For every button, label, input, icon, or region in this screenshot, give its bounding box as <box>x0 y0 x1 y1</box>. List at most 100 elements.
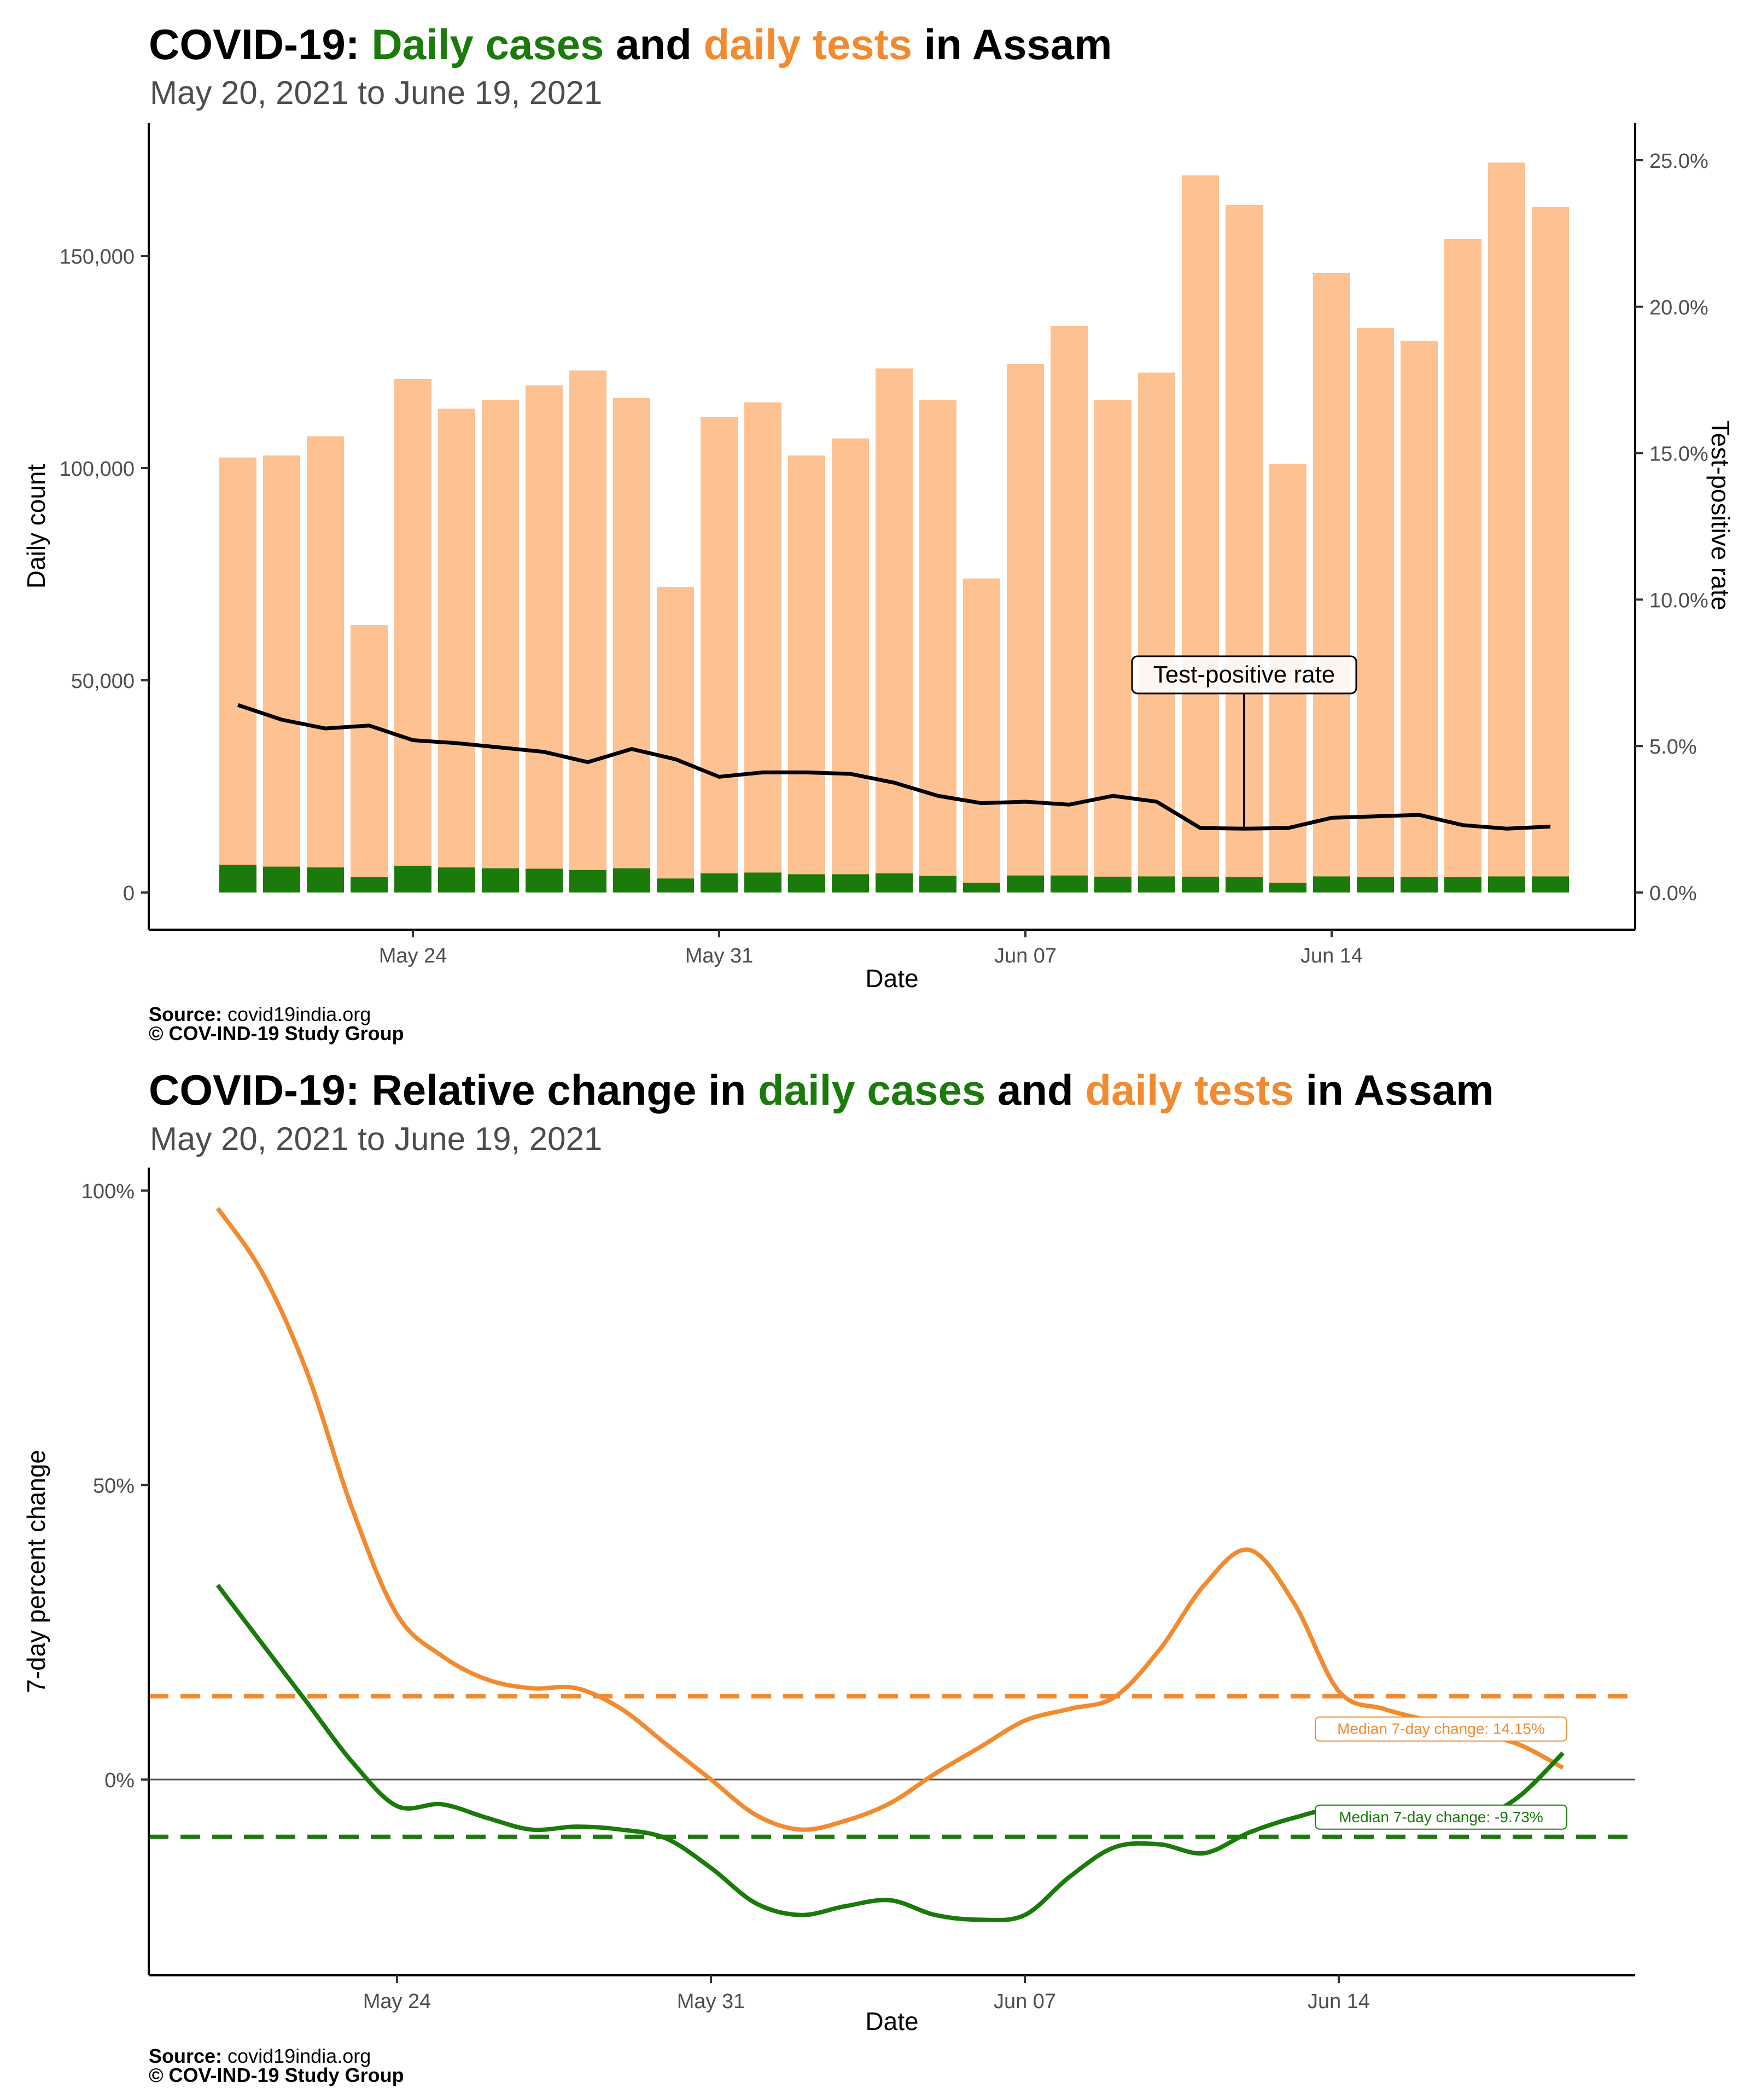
cases-bar <box>744 872 781 892</box>
cases-bar <box>351 877 388 892</box>
cases-bar <box>219 865 256 892</box>
cases-bar <box>438 867 475 892</box>
cases-bar <box>876 873 913 892</box>
cases-bar <box>832 874 869 892</box>
cases-change-line <box>215 1584 1565 1923</box>
chart1-copyright: © COV-IND-19 Study Group <box>149 1022 404 1045</box>
cases-bar <box>1532 876 1569 892</box>
cases-bar <box>1182 877 1219 892</box>
cases-bar <box>1051 875 1088 892</box>
tests-bar <box>1138 372 1175 892</box>
y-tick-label: 150,000 <box>60 246 135 269</box>
y2-axis-title: Test-positive rate <box>1706 421 1735 611</box>
tests-bar <box>788 455 825 892</box>
x-tick-label: Jun 07 <box>994 1990 1056 2013</box>
x-tick-label: Jun 14 <box>1308 1990 1370 2013</box>
cases-median-label: Median 7-day change: -9.73% <box>1339 1809 1543 1825</box>
chart2-source: Source: covid19india.org <box>149 2045 371 2067</box>
x-tick-label: May 24 <box>363 1990 431 2013</box>
tests-bar <box>263 455 300 892</box>
x-tick-label: Jun 14 <box>1300 944 1363 967</box>
x-axis-title: Date <box>865 964 918 993</box>
cases-bar <box>1313 876 1350 892</box>
tests-bar <box>1401 341 1438 892</box>
y-tick-label: 100% <box>81 1180 135 1203</box>
tests-bar <box>307 436 344 892</box>
cases-bar <box>1226 877 1263 892</box>
tests-bar <box>569 370 606 892</box>
chart1-title: COVID-19: Daily cases and daily tests in… <box>149 20 1112 68</box>
cases-bar <box>482 868 519 892</box>
tests-bar <box>701 417 738 892</box>
tests-bar <box>1313 273 1350 892</box>
tests-median-label: Median 7-day change: 14.15% <box>1337 1720 1545 1737</box>
tests-bar <box>526 385 563 892</box>
tests-bar <box>876 368 913 892</box>
cases-bar <box>657 878 694 892</box>
y-axis-title: 7-day percent change <box>22 1450 50 1693</box>
tests-bar <box>1488 162 1525 892</box>
y-axis-title: Daily count <box>22 464 50 589</box>
cases-bar <box>1488 876 1525 892</box>
y2-tick-label: 0.0% <box>1649 882 1697 905</box>
cases-bar <box>263 866 300 892</box>
chart1-source: Source: covid19india.org <box>149 1003 371 1025</box>
cases-bar <box>1007 875 1044 892</box>
tests-bar <box>1094 400 1131 892</box>
y2-tick-label: 5.0% <box>1649 736 1697 759</box>
y-tick-label: 0 <box>123 882 135 905</box>
y2-tick-label: 10.0% <box>1649 589 1708 612</box>
tests-bar <box>394 379 431 892</box>
tests-median-label-box <box>1315 1716 1567 1742</box>
chart2-title: COVID-19: Relative change in daily cases… <box>149 1066 1494 1114</box>
annotation-label: Test-positive rate <box>1153 661 1335 688</box>
cases-bar <box>613 868 650 892</box>
cases-median-label-box <box>1315 1804 1567 1830</box>
tests-bar <box>482 400 519 892</box>
tests-bar <box>832 438 869 892</box>
tests-bar <box>613 398 650 892</box>
tests-bar <box>1051 326 1088 892</box>
x-tick-label: May 31 <box>685 944 754 967</box>
y-tick-label: 50% <box>93 1475 135 1498</box>
cases-bar <box>1401 877 1438 892</box>
cases-bar <box>569 870 606 892</box>
tests-bar <box>1182 175 1219 892</box>
cases-bar <box>919 876 956 892</box>
tests-bar <box>963 578 1000 892</box>
tests-bar <box>744 402 781 892</box>
y2-tick-label: 25.0% <box>1649 150 1708 173</box>
cases-bar <box>963 883 1000 892</box>
tests-bar <box>1532 207 1569 892</box>
x-tick-label: May 24 <box>379 944 447 967</box>
y-tick-label: 100,000 <box>60 458 135 481</box>
x-tick-label: Jun 07 <box>994 944 1057 967</box>
cases-bar <box>1138 876 1175 892</box>
tests-bar <box>1357 328 1394 893</box>
cases-bar <box>1269 883 1306 892</box>
chart1-subtitle: May 20, 2021 to June 19, 2021 <box>150 74 603 111</box>
annotation-box <box>1131 655 1357 695</box>
tpr-line <box>237 703 1551 831</box>
tests-bar <box>351 625 388 892</box>
y-tick-label: 0% <box>104 1769 135 1792</box>
chart1-plot: Test-positive rate 0 50,000 100,000 150,000 0… <box>22 123 1735 993</box>
chart2-copyright: © COV-IND-19 Study Group <box>149 2064 404 2086</box>
cases-bar <box>788 874 825 892</box>
cases-bar <box>1094 877 1131 892</box>
tests-bar <box>1444 238 1481 893</box>
chart2-subtitle: May 20, 2021 to June 19, 2021 <box>150 1121 603 1157</box>
cases-bar <box>307 867 344 892</box>
y2-tick-label: 20.0% <box>1649 296 1708 319</box>
tests-bar <box>219 457 256 892</box>
tests-bar <box>438 409 475 892</box>
cases-bar <box>701 873 738 892</box>
cases-bar <box>1357 877 1394 892</box>
y2-tick-label: 15.0% <box>1649 443 1708 466</box>
tests-bar <box>657 587 694 892</box>
cases-bar <box>394 866 431 892</box>
tests-change-line <box>215 1207 1564 1832</box>
x-tick-label: May 31 <box>677 1990 745 2013</box>
tests-bar <box>919 400 956 892</box>
